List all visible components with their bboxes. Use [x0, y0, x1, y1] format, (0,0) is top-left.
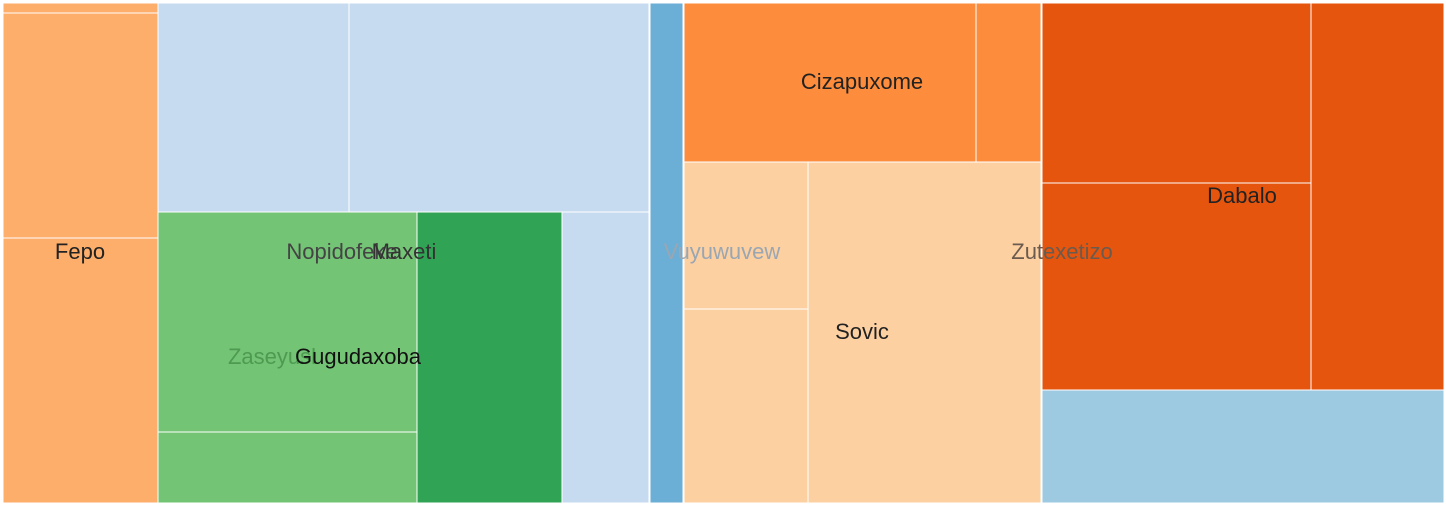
- treemap-label: Vuyuwuvew: [664, 239, 781, 264]
- treemap-tile: [2, 237, 159, 504]
- treemap-tile: [975, 2, 1042, 163]
- treemap-label: Gugudaxoba: [295, 344, 422, 369]
- treemap-label: Zaseyusl: [228, 344, 316, 369]
- treemap-tile: [1041, 2, 1312, 184]
- treemap-label: Cizapuxome: [801, 69, 923, 94]
- treemap-tile: [157, 2, 350, 213]
- treemap-label: Sovic: [835, 319, 889, 344]
- treemap-label: Nopidofeke: [286, 239, 397, 264]
- treemap-tile: [348, 2, 650, 213]
- treemap-tile: [2, 12, 159, 239]
- treemap-tile: [561, 211, 650, 504]
- treemap-tile: [2, 2, 159, 14]
- treemap-label: Dabalo: [1207, 183, 1277, 208]
- treemap-label: Zutexetizo: [1011, 239, 1113, 264]
- treemap-label: Maxeti: [372, 239, 437, 264]
- treemap-tile: [1310, 2, 1445, 391]
- treemap-tile: [157, 211, 418, 433]
- treemap-tile: [683, 161, 809, 310]
- treemap-tile: [1041, 389, 1445, 504]
- treemap-tile: [157, 431, 418, 504]
- treemap-label: Fepo: [55, 239, 105, 264]
- treemap-tile: [683, 308, 809, 504]
- treemap-tile: [416, 211, 563, 504]
- treemap-tile: [649, 2, 684, 504]
- treemap-tile: [807, 161, 1042, 504]
- treemap-tile: [1041, 182, 1312, 391]
